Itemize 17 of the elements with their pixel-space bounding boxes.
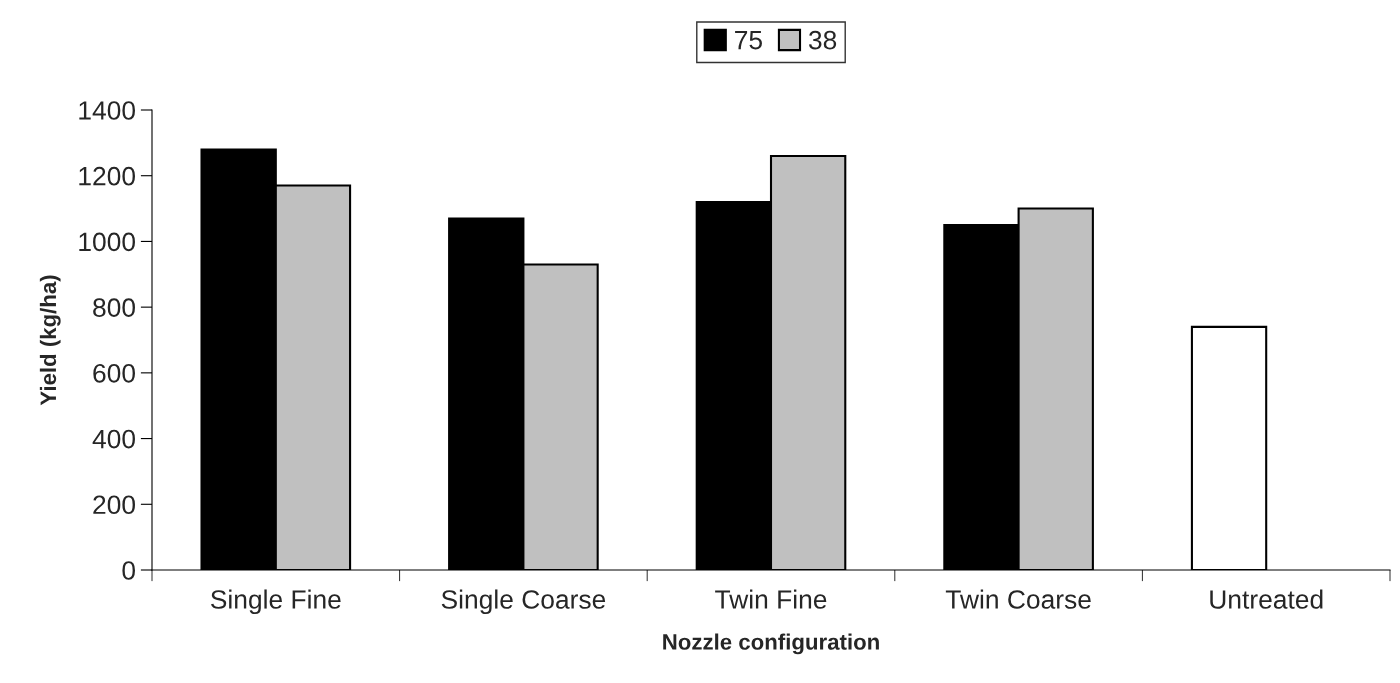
x-tick-label: Twin Coarse	[945, 589, 1091, 609]
y-tick-label: 1000	[79, 232, 135, 252]
y-tick-label: 600	[93, 363, 135, 383]
x-tick-label: Untreated	[1210, 589, 1323, 609]
y-tick-label: 1200	[79, 166, 135, 186]
x-tick-label: Single Coarse	[441, 589, 606, 615]
legend-label: 38	[808, 30, 837, 50]
x-tick-label: Single Fine	[210, 589, 341, 615]
y-tick-label: 0	[122, 561, 135, 580]
y-axis-title: Yield (kg/ha)	[39, 275, 61, 406]
y-tick-label: 200	[93, 495, 135, 515]
y-tick-label: 800	[93, 298, 135, 317]
y-tick-label: 1400	[79, 101, 135, 120]
x-tick-label: Twin Fine	[715, 589, 827, 609]
x-axis-title: Nozzle configuration	[663, 633, 879, 655]
legend-label: 75	[735, 31, 762, 50]
y-tick-label: 400	[92, 429, 135, 449]
